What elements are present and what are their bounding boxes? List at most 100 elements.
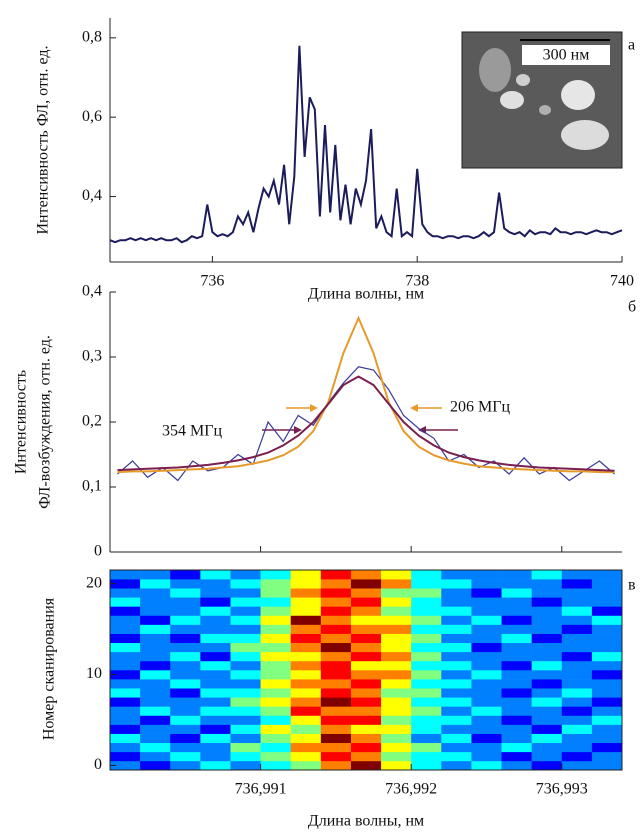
heat-cell	[170, 679, 201, 689]
heat-cell	[170, 570, 201, 580]
heat-cell	[501, 633, 532, 644]
heat-cell	[591, 615, 623, 625]
heat-cell	[471, 742, 502, 753]
heat-cell	[140, 570, 171, 580]
heat-cell	[591, 751, 623, 762]
heat-cell	[320, 724, 352, 734]
heat-cell	[350, 742, 382, 753]
heat-cell	[140, 697, 171, 707]
heat-cell	[290, 606, 322, 616]
heat-cell	[200, 642, 231, 653]
heat-cell	[441, 751, 472, 762]
heat-cell	[110, 660, 141, 671]
heat-cell	[230, 579, 261, 589]
heat-cell	[561, 670, 593, 680]
y-axis-label: Интенсивность	[13, 370, 30, 474]
heat-cell	[320, 642, 352, 653]
heat-cell	[140, 651, 171, 662]
heat-cell	[230, 670, 261, 680]
heat-cell	[591, 760, 623, 771]
x-tick-label: 736	[200, 273, 224, 290]
heat-cell	[140, 633, 171, 644]
y-axis-label: ФЛ-возбуждения, отн. ед.	[37, 335, 54, 509]
heat-cell	[441, 615, 472, 625]
heat-cell	[471, 688, 502, 698]
heat-cell	[471, 733, 502, 744]
x-tick-label: 740	[610, 273, 634, 290]
heat-cell	[381, 579, 412, 589]
heat-cell	[531, 624, 563, 634]
heat-cell	[290, 697, 322, 707]
heat-cell	[110, 679, 141, 689]
heat-cell	[290, 642, 322, 653]
heat-cell	[471, 760, 502, 771]
heat-cell	[441, 715, 472, 725]
heat-cell	[290, 715, 322, 725]
heat-cell	[411, 751, 442, 762]
heat-cell	[411, 715, 442, 725]
heat-cell	[471, 588, 502, 598]
heat-cell	[561, 706, 593, 716]
panel-label: а	[628, 37, 635, 54]
heat-cell	[170, 642, 201, 653]
annotation: 206 МГц	[450, 399, 510, 416]
heat-cell	[531, 724, 563, 734]
heat-cell	[501, 615, 532, 625]
heat-cell	[110, 751, 141, 762]
heat-cell	[200, 751, 231, 762]
heat-cell	[591, 688, 623, 698]
heat-cell	[320, 597, 352, 607]
heat-cell	[350, 688, 382, 698]
heat-cell	[200, 633, 231, 644]
heat-cell	[501, 597, 532, 607]
heat-cell	[501, 642, 532, 653]
heat-cell	[200, 697, 231, 707]
heat-cell	[110, 597, 141, 607]
heat-cell	[591, 660, 623, 671]
heat-cell	[501, 760, 532, 771]
heat-cell	[441, 742, 472, 753]
heat-cell	[290, 624, 322, 634]
heat-cell	[140, 624, 171, 634]
heat-cell	[350, 679, 382, 689]
heat-cell	[471, 606, 502, 616]
heat-cell	[230, 615, 261, 625]
heat-cell	[531, 715, 563, 725]
heat-cell	[140, 615, 171, 625]
heat-cell	[591, 633, 623, 644]
heat-cell	[591, 570, 623, 580]
heat-cell	[290, 679, 322, 689]
heat-cell	[170, 588, 201, 598]
heat-cell	[561, 724, 593, 734]
heat-cell	[591, 706, 623, 716]
heat-cell	[200, 660, 231, 671]
heat-cell	[471, 579, 502, 589]
heat-cell	[110, 706, 141, 716]
heat-cell	[260, 597, 292, 607]
panel: 0,4 0,6 0,8 736 738 740 Длина волны, нм Интенси…	[35, 18, 635, 303]
heat-cell	[350, 706, 382, 716]
heat-cell	[471, 615, 502, 625]
heat-cell	[561, 760, 593, 771]
heat-cell	[411, 651, 442, 662]
heat-cell	[170, 615, 201, 625]
heat-cell	[381, 615, 412, 625]
heat-cell	[441, 670, 472, 680]
heat-cell	[381, 660, 412, 671]
fwhm-arrows	[262, 404, 458, 434]
heat-cell	[200, 724, 231, 734]
heat-cell	[591, 588, 623, 598]
heat-cell	[200, 733, 231, 744]
heat-cell	[501, 579, 532, 589]
heat-cell	[320, 751, 352, 762]
heat-cell	[350, 615, 382, 625]
heat-cell	[290, 615, 322, 625]
heat-cell	[110, 570, 141, 580]
heat-cell	[260, 715, 292, 725]
heat-cell	[230, 597, 261, 607]
heat-cell	[260, 724, 292, 734]
heat-cell	[170, 688, 201, 698]
heat-cell	[411, 679, 442, 689]
